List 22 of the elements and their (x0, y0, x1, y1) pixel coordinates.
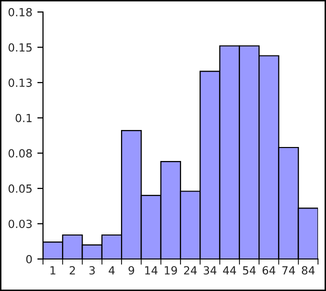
y-tick-label: 0.18 (8, 8, 32, 16)
y-tick-label: 0 (26, 254, 32, 264)
x-tick-label: 19 (164, 266, 177, 275)
x-tick-label: 24 (184, 266, 197, 274)
x-tick-label: 9 (128, 266, 134, 275)
y-tick-label: 0.13 (8, 78, 32, 87)
x-tick-label: 1 (50, 266, 56, 274)
y-tick-label: 0.03 (8, 220, 32, 228)
x-tick-label: 54 (243, 266, 256, 275)
y-tick-label: 0.08 (8, 149, 32, 158)
x-tick-label: 14 (145, 266, 158, 274)
x-tick-label: 74 (282, 266, 295, 274)
y-tick-label: 0.15 (8, 43, 32, 52)
x-tick-label: 64 (262, 266, 276, 275)
y-tick-label: 0.05 (8, 184, 32, 193)
x-tick-label: 44 (223, 266, 236, 274)
x-tick-label: 84 (302, 266, 315, 275)
x-tick-label: 2 (70, 266, 75, 274)
x-tick-label: 34 (204, 266, 216, 275)
x-tick-label: 4 (108, 266, 115, 274)
x-tick-label: 3 (89, 266, 95, 275)
y-tick-label: 0.1 (16, 114, 32, 122)
